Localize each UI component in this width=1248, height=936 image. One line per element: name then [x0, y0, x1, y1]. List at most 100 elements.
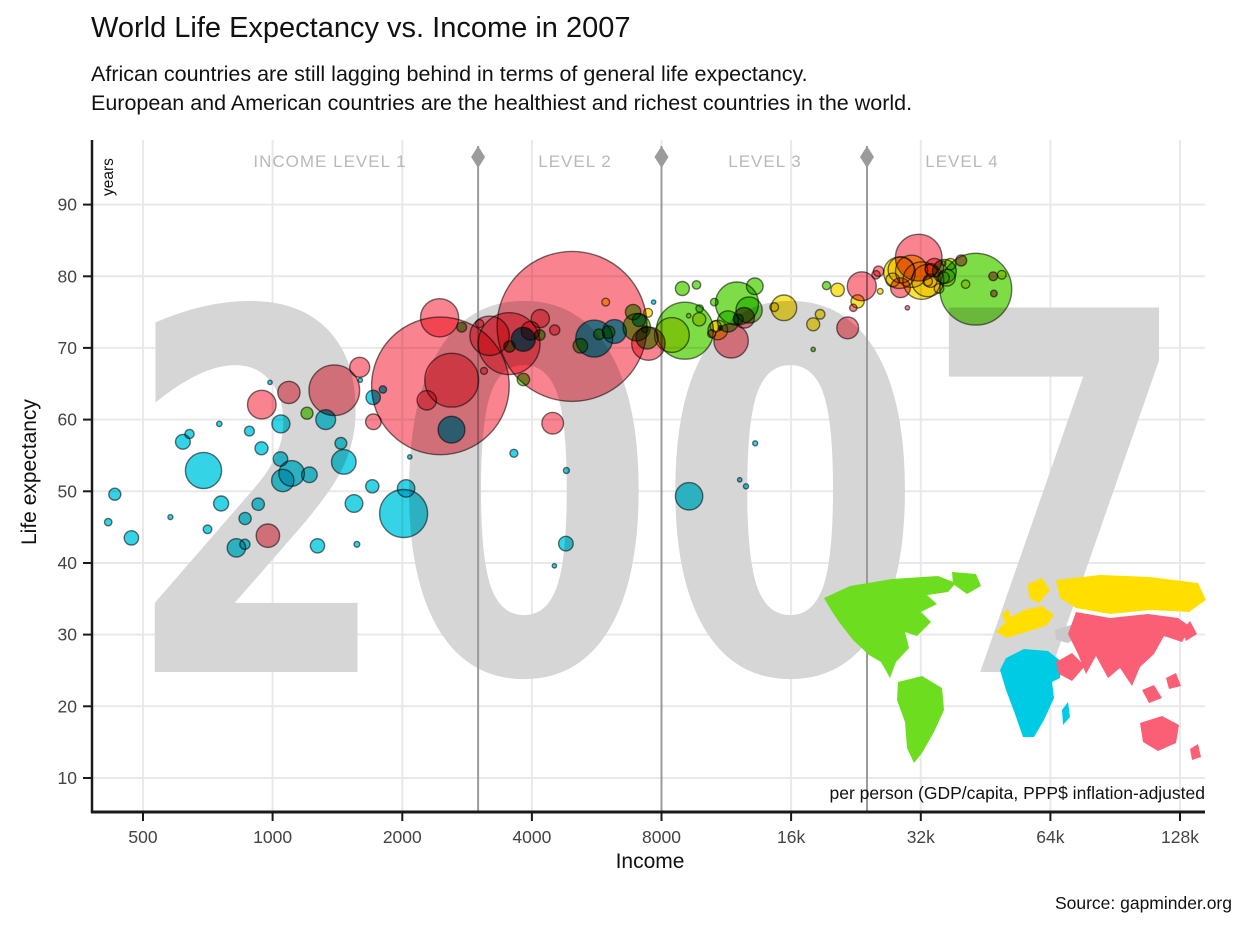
bubble-puerto-rico: [821, 280, 832, 291]
bubble-mauritius: [717, 324, 724, 331]
income-level-1-label: INCOME LEVEL 1: [253, 152, 407, 171]
bubble-eritrea: [184, 428, 195, 440]
bubble-el-salvador: [592, 328, 606, 341]
divider-diamond-icon: [860, 146, 874, 168]
bubble-denmark: [933, 283, 945, 295]
bubble-guatemala: [572, 337, 589, 354]
bubble-croatia: [769, 302, 780, 313]
income-level-4-label: LEVEL 4: [925, 152, 999, 171]
bubble-syria: [530, 308, 551, 329]
bubble-ghana: [315, 409, 337, 431]
bubble-hong-kong: [955, 254, 968, 267]
bubble-myanmar: [246, 389, 277, 420]
bubble-paraguay: [533, 329, 546, 342]
bubble-jordan: [548, 324, 561, 336]
bubble-honduras: [503, 340, 516, 353]
bubble-panama: [695, 304, 704, 313]
bubble-botswana: [742, 482, 750, 490]
divider-diamond-icon: [654, 146, 669, 168]
bubble-lebanon: [706, 328, 717, 339]
bubble-portugal: [830, 282, 845, 298]
bubble-zimbabwe: [123, 530, 140, 546]
bubble-afghanistan: [255, 523, 281, 549]
bubble-pakistan: [424, 352, 480, 408]
bubble-vietnam: [419, 297, 460, 338]
bubble-serbia: [691, 311, 707, 327]
bubble-montenegro: [685, 312, 692, 319]
bubble-new-zealand: [871, 269, 881, 280]
bubble-oman: [848, 303, 858, 313]
bubble-cote-d-ivoire: [344, 494, 364, 514]
bubble-hungary: [806, 317, 821, 332]
y-tick-label: 10: [58, 768, 78, 788]
bubble-norway: [996, 269, 1007, 280]
source-credit: Source: gapminder.org: [1054, 893, 1232, 913]
bubble-gambia: [215, 420, 223, 428]
x-tick-label: 32k: [907, 827, 935, 847]
bubble-albania: [601, 297, 611, 307]
bubble-uruguay: [709, 297, 719, 307]
x-tick-label: 4000: [512, 827, 551, 847]
y-axis-unit: years: [100, 158, 117, 196]
y-tick-label: 30: [58, 625, 78, 645]
bubble-cameroon: [396, 478, 416, 498]
bubble-sao-tome-and-principe: [357, 377, 364, 384]
x-tick-label: 1000: [253, 827, 292, 847]
bubble-bolivia: [516, 372, 531, 387]
world-map-inset: [824, 572, 1206, 763]
x-tick-label: 500: [128, 827, 157, 847]
y-tick-label: 40: [58, 553, 78, 573]
x-tick-label: 8000: [642, 827, 681, 847]
bubble-sweden: [924, 262, 939, 277]
x-axis-note: per person (GDP/capita, PPP$ inflation-a…: [829, 783, 1205, 803]
bubble-mauritania: [378, 385, 388, 394]
bubble-malawi: [212, 495, 230, 512]
bubble-slovenia: [876, 287, 884, 295]
bubble-sudan: [437, 415, 466, 444]
x-tick-label: 2000: [383, 827, 422, 847]
bubble-haiti: [300, 406, 314, 420]
bubble-sierra-leone: [239, 538, 251, 551]
bubble-comoros: [267, 379, 273, 386]
subtitle-line-2: European and American countries are the …: [91, 91, 913, 115]
bubble-ethiopia: [184, 451, 223, 490]
bubble-lesotho: [353, 540, 361, 548]
bubble-mongolia: [479, 366, 489, 376]
bubble-costa-rica: [691, 279, 702, 290]
continent-africa: [1000, 649, 1070, 737]
bubble-bahrain: [904, 304, 911, 311]
bubble-libya: [732, 313, 745, 326]
bubble-central-african-republic: [202, 524, 213, 535]
bubble-tunisia: [631, 312, 647, 328]
y-tick-label: 60: [58, 410, 78, 430]
bubble-cambodia: [364, 413, 382, 431]
bubble-congo-rep: [509, 448, 519, 458]
bubble-swaziland: [551, 562, 558, 569]
bubble-trinidad-and-tobago: [810, 346, 817, 353]
bubble-jamaica: [640, 325, 650, 334]
divider-diamond-icon: [471, 146, 486, 168]
y-tick-label: 20: [58, 696, 78, 716]
bubble-austria: [936, 271, 951, 285]
bubble-burundi: [108, 487, 122, 501]
bubble-equatorial-guinea: [736, 476, 743, 483]
bubble-iceland: [940, 260, 947, 267]
bubble-south-africa: [674, 481, 704, 511]
bubble-chad: [364, 478, 380, 494]
income-level-2-label: LEVEL 2: [538, 152, 612, 171]
bubble-nepal: [277, 380, 301, 405]
bubble-ireland: [960, 279, 971, 290]
bubble-namibia: [562, 466, 571, 475]
bubble-uganda: [270, 468, 295, 493]
bubble-cuba: [674, 280, 691, 297]
income-level-3-label: LEVEL 3: [728, 152, 802, 171]
bubble-liberia: [103, 517, 113, 527]
bubble-chile: [745, 277, 764, 296]
continent-americas: [824, 572, 981, 763]
bubble-west-bank-and-gaza: [474, 318, 485, 329]
bubble-saudi-arabia: [836, 316, 860, 340]
bubble-bosnia-and-herzegovina: [642, 307, 654, 318]
bubble-korea-dem-rep: [349, 356, 371, 378]
continent-europe: [996, 575, 1206, 638]
